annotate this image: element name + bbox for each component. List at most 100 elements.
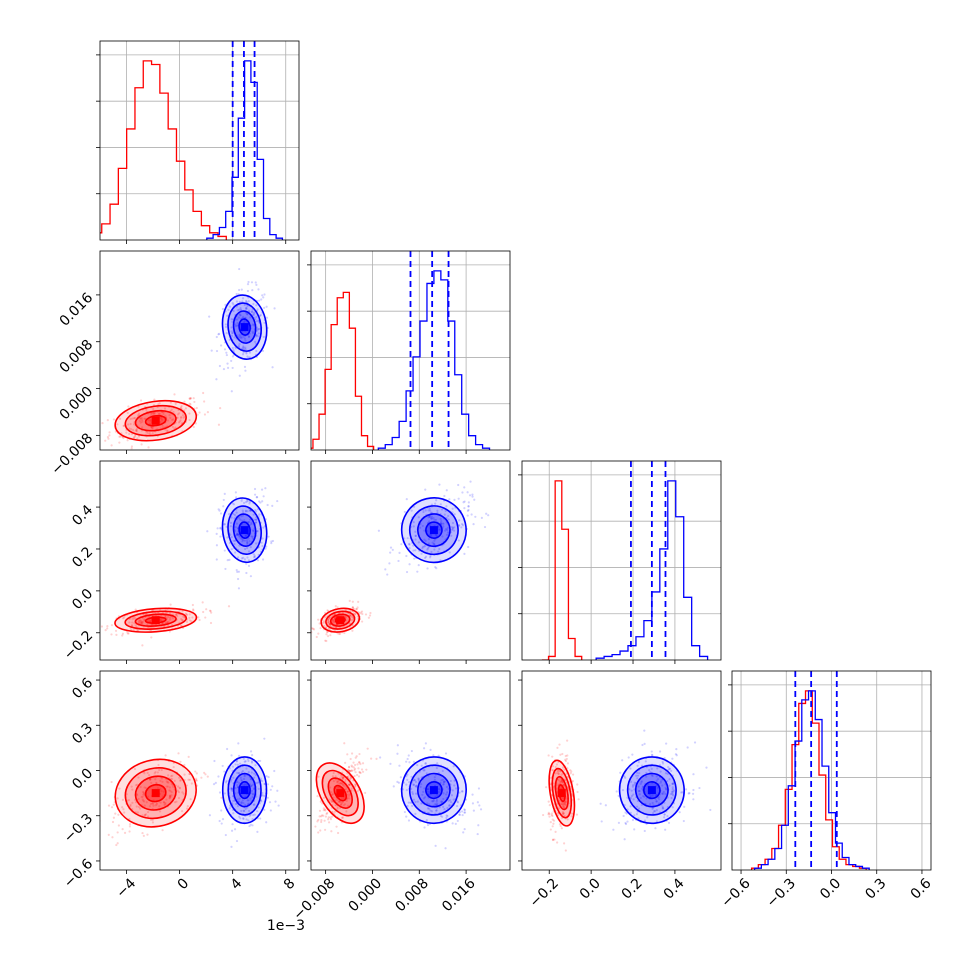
red-sample-point [185, 613, 188, 616]
red-sample-point [151, 802, 154, 805]
blue-sample-point [449, 779, 452, 783]
blue-sample-point [414, 812, 417, 815]
blue-sample-point [243, 558, 246, 561]
red-sample-point [322, 807, 325, 810]
red-sample-point [177, 785, 180, 788]
blue-sample-point [400, 543, 403, 546]
red-sample-point [101, 422, 104, 425]
red-sample-point [147, 773, 151, 777]
red-sample-point [320, 814, 324, 817]
red-sample-point [167, 774, 170, 777]
blue-sample-point [436, 509, 439, 512]
blue-sample-point [239, 518, 242, 521]
red-sample-point [353, 769, 356, 772]
blue-sample-point [705, 766, 708, 769]
red-sample-point [171, 418, 174, 421]
blue-sample-point [635, 805, 639, 808]
red-sample-point [357, 600, 360, 603]
red-sample-point [576, 783, 579, 786]
red-sample-point [128, 823, 132, 826]
red-sample-point [159, 619, 163, 622]
blue-sample-point [652, 812, 655, 815]
blue-sample-point [649, 770, 652, 774]
blue-sample-point [424, 509, 427, 512]
blue-sample-point [651, 774, 654, 778]
red-sample-point [188, 397, 191, 400]
red-sample-point [329, 818, 333, 821]
red-sample-point [173, 779, 176, 782]
blue-sample-point [430, 517, 433, 520]
blue-sample-point [236, 780, 239, 784]
red-sample-point [201, 601, 204, 604]
red-sample-point [553, 782, 556, 785]
blue-sample-point [235, 568, 238, 572]
blue-sample-point [469, 480, 472, 483]
red-sample-point [130, 445, 134, 448]
red-sample-point [143, 804, 146, 807]
blue-sample-point [236, 798, 239, 801]
blue-sample-point [429, 533, 433, 537]
red-sample-point [208, 609, 212, 612]
blue-sample-point [253, 555, 256, 558]
red-sample-point [575, 813, 579, 816]
blue-sample-point [670, 796, 673, 800]
red-sample-point [336, 606, 339, 609]
blue-sample-point [236, 784, 239, 787]
blue-sample-point [658, 795, 661, 799]
blue-sample-point [255, 283, 258, 286]
red-sample-point [320, 820, 323, 824]
red-sample-point [323, 819, 326, 822]
red-sample-point [347, 783, 350, 786]
blue-sample-point [249, 823, 252, 826]
blue-sample-point [458, 524, 461, 527]
blue-sample-point [242, 335, 245, 339]
red-sample-point [355, 755, 358, 758]
blue-sample-point [246, 541, 249, 544]
red-sample-point [76, 794, 78, 796]
blue-sample-point [408, 542, 411, 545]
red-sample-point [175, 613, 178, 616]
blue-sample-point [477, 787, 481, 790]
blue-sample-point [451, 822, 454, 825]
red-sample-point [542, 813, 545, 817]
red-sample-point [324, 815, 328, 818]
blue-sample-point [433, 548, 436, 551]
blue-sample-point [629, 805, 632, 808]
blue-peak-bin [647, 786, 656, 795]
red-sample-point [164, 414, 167, 417]
blue-sample-point [253, 493, 257, 496]
red-sample-point [160, 418, 164, 421]
blue-sample-point [666, 779, 669, 783]
red-sample-point [130, 624, 134, 627]
blue-sample-point [599, 802, 602, 805]
blue-sample-point [236, 309, 239, 312]
blue-sample-point [659, 781, 662, 784]
red-sample-point [159, 801, 162, 804]
blue-sample-point [219, 535, 222, 538]
blue-sample-point [237, 533, 240, 537]
red-sample-point [158, 768, 161, 772]
blue-sample-point [237, 288, 241, 292]
blue-sample-point [471, 793, 474, 796]
blue-sample-point [249, 523, 252, 526]
blue-sample-point [230, 788, 233, 791]
red-sample-point [194, 770, 197, 773]
red-sample-point [547, 811, 550, 814]
red-sample-point [308, 638, 310, 640]
blue-sample-point [257, 288, 260, 291]
blue-histogram-0 [206, 60, 284, 240]
blue-sample-point [477, 824, 480, 827]
red-sample-point [172, 785, 175, 788]
blue-sample-point [251, 323, 255, 326]
red-sample-point [137, 805, 141, 809]
red-sample-point [189, 397, 192, 400]
blue-sample-point [255, 518, 258, 521]
blue-sample-point [230, 516, 233, 519]
blue-sample-point [403, 810, 407, 814]
blue-sample-point [254, 521, 258, 524]
red-sample-point [329, 634, 332, 637]
blue-sample-point [448, 804, 451, 808]
blue-sample-point [421, 547, 424, 550]
red-sample-point [174, 402, 177, 405]
blue-sample-point [248, 814, 251, 818]
